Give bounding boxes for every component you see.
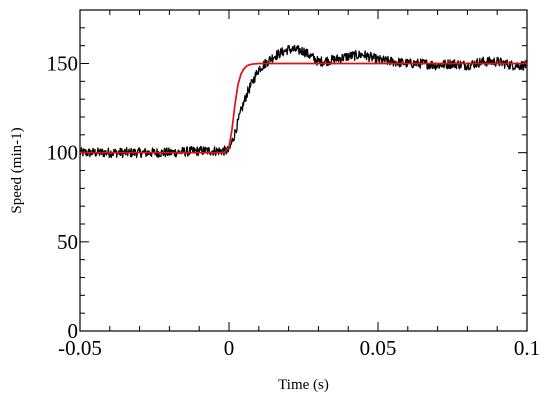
- x-tick-label: 0: [224, 336, 235, 360]
- y-axis-label: Speed (min-1): [9, 127, 25, 213]
- series-layer: [79, 44, 528, 159]
- x-axis-label: Time (s): [278, 377, 329, 393]
- y-tick-label: 100: [47, 141, 79, 165]
- series-line-reference: [80, 62, 527, 154]
- plot-frame: [79, 9, 528, 332]
- axis-ticks: [79, 9, 528, 332]
- x-tick-label: 0.05: [360, 336, 397, 360]
- x-tick-label: -0.05: [58, 336, 102, 360]
- y-tick-label: 50: [57, 230, 78, 254]
- y-tick-label: 0: [68, 319, 79, 343]
- x-tick-label: 0.1: [514, 336, 540, 360]
- y-tick-label: 150: [47, 52, 79, 76]
